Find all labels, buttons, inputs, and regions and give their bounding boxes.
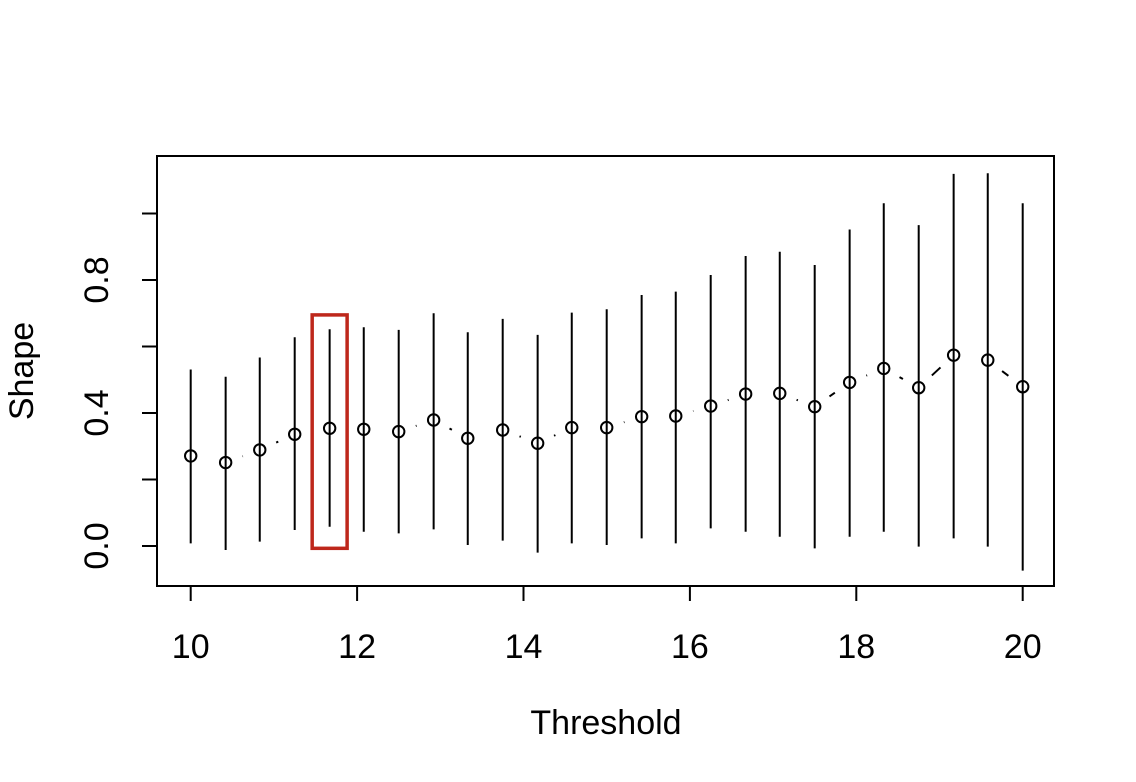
x-tick-label: 10: [172, 628, 210, 666]
y-axis-title: Shape: [3, 322, 41, 420]
y-tick-label: 0.4: [78, 389, 116, 436]
shape-estimate-point: [322, 421, 337, 435]
shape-estimate-point: [461, 431, 475, 445]
connector-segment: [553, 434, 556, 437]
shape-estimate-point: [981, 353, 995, 367]
shape-estimate-point: [565, 420, 579, 435]
shape-estimate-point: [946, 348, 961, 362]
x-axis-ticks: 10 12 14 16 18 20: [172, 586, 1042, 666]
x-tick-label: 14: [505, 628, 543, 666]
shape-estimate-point: [530, 436, 545, 450]
shape-estimate-point: [357, 422, 371, 436]
shape-estimate-point: [912, 381, 926, 395]
shape-estimate-point: [184, 449, 198, 463]
y-axis-ticks: 0.0 0.4 0.8: [78, 212, 157, 570]
shape-estimate-point: [288, 427, 302, 441]
shape-estimate-point: [253, 443, 267, 457]
x-tick-label: 12: [338, 628, 376, 666]
y-tick-label: 0.8: [78, 256, 116, 303]
x-tick-label: 16: [671, 628, 709, 666]
connector-segment: [275, 440, 279, 444]
shape-estimate-point: [392, 424, 406, 439]
connector-segments: [242, 366, 1009, 458]
shape-estimate-point: [426, 413, 441, 427]
connector-segment: [449, 427, 453, 431]
shape-estimate-point: [842, 375, 857, 390]
shape-estimate-point: [496, 423, 510, 437]
shape-estimate-point: [773, 386, 787, 401]
shape-estimate-point: [669, 409, 683, 423]
shape-estimate-point: [218, 455, 233, 470]
y-tick-label: 0.0: [78, 522, 116, 569]
x-axis-title: Threshold: [530, 704, 681, 742]
data-points: [184, 348, 1030, 470]
shape-estimate-point: [634, 409, 649, 424]
selected-threshold-highlight-box: [310, 313, 349, 551]
shape-estimate-point: [1016, 380, 1030, 394]
connector-segment: [899, 376, 904, 380]
connector-segment: [828, 391, 836, 398]
connector-segment: [1001, 370, 1009, 377]
highlight-box-group: [310, 313, 349, 551]
connector-segment: [931, 366, 942, 377]
confidence-bars: [189, 173, 1024, 571]
shape-estimate-point: [877, 361, 891, 376]
shape-estimate-point: [600, 420, 614, 435]
x-tick-label: 18: [837, 628, 875, 666]
x-tick-label: 20: [1004, 628, 1042, 666]
shape-estimate-point: [704, 399, 718, 413]
plot-border: [156, 155, 1055, 587]
shape-estimate-point: [808, 399, 822, 414]
shape-estimate-point: [738, 387, 753, 401]
